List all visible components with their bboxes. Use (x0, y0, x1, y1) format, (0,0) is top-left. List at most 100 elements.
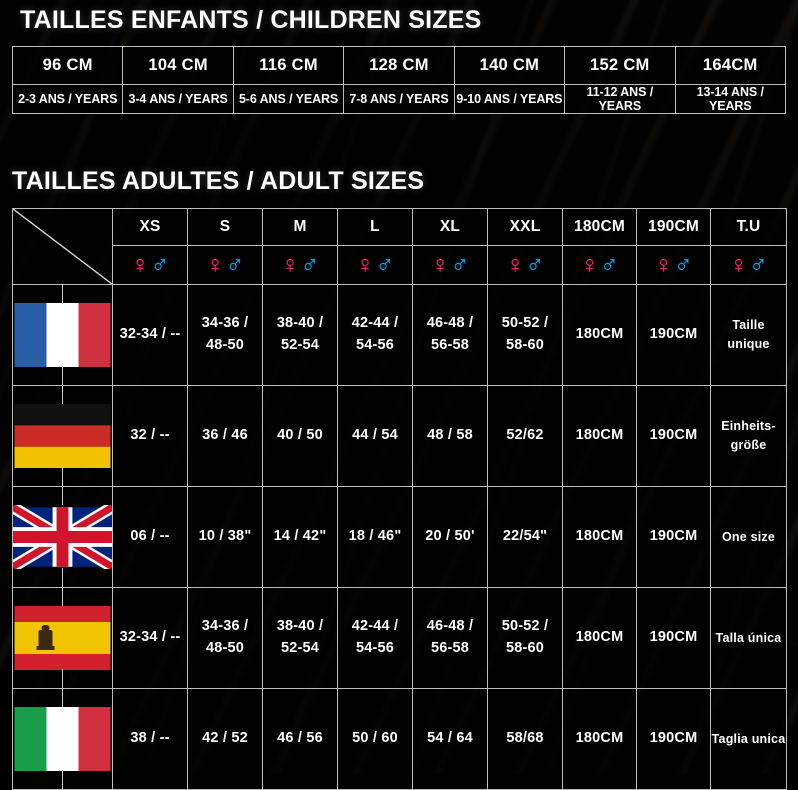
male-symbol-icon: ♂ (525, 250, 545, 279)
size-value-cell: 190CM (636, 385, 711, 487)
gender-symbol-cell: ♀ ♂ (487, 245, 563, 285)
children-age-cell: 5-6 ANS / YEARS (232, 84, 345, 114)
size-value-cell: 38-40 / 52-54 (262, 284, 338, 386)
diagonal-corner-cell (12, 208, 113, 285)
size-value-cell: 40 / 50 (262, 385, 338, 487)
children-age-cell: 11-12 ANS / YEARS (564, 84, 676, 114)
size-value-cell: 180CM (562, 284, 637, 386)
children-age-cell: 2-3 ANS / YEARS (11, 84, 124, 114)
size-value-cell: 48 / 58 (412, 385, 488, 487)
size-value-cell: 36 / 46 (187, 385, 263, 487)
size-value-cell: 190CM (636, 284, 711, 386)
table-row-children-sizes: 96 CM 104 CM 116 CM 128 CM 140 CM 152 CM… (11, 46, 787, 85)
flag-italy-icon (13, 688, 112, 789)
female-symbol-icon: ♀ (580, 250, 599, 279)
size-value-cell: 10 / 38" (187, 486, 263, 588)
size-value-cell: 190CM (636, 587, 711, 689)
one-size-cell: Taglia unica (710, 688, 787, 790)
gender-symbol-cell: ♀ ♂ (412, 245, 488, 285)
country-flag-cell (12, 284, 113, 386)
female-symbol-icon: ♀ (505, 250, 525, 279)
size-value-cell: 180CM (562, 587, 637, 689)
gender-symbol-cell: ♀ ♂ (636, 245, 711, 285)
adult-size-header: M (262, 208, 338, 246)
female-symbol-icon: ♀ (729, 250, 748, 279)
country-flag-cell (12, 587, 113, 689)
children-age-cell: 3-4 ANS / YEARS (122, 84, 234, 114)
size-value-cell: 38-40 / 52-54 (262, 587, 338, 689)
male-symbol-icon: ♂ (674, 250, 693, 279)
table-row: 32-34 / -- 34-36 / 48-50 38-40 / 52-54 4… (12, 587, 787, 689)
children-age-cell: 9-10 ANS / YEARS (453, 84, 566, 114)
flag-spain-icon (13, 587, 112, 688)
size-value-cell: 18 / 46" (337, 486, 413, 588)
size-value-cell: 50 / 60 (337, 688, 413, 790)
one-size-cell: Einheits- größe (710, 385, 787, 487)
adult-size-header: T.U (710, 208, 787, 246)
female-symbol-icon: ♀ (130, 250, 150, 279)
adult-size-header: XS (112, 208, 188, 246)
size-value-cell: 32-34 / -- (112, 284, 188, 386)
adult-sizes-title: TAILLES ADULTES / ADULT SIZES (12, 167, 425, 195)
children-size-cell: 164CM (674, 46, 787, 85)
size-value-cell: 14 / 42" (262, 486, 338, 588)
adult-size-header: S (187, 208, 263, 246)
size-value-cell: 46-48 / 56-58 (412, 284, 488, 386)
size-value-cell: 180CM (562, 385, 637, 487)
adult-size-header: L (337, 208, 413, 246)
children-sizes-title: TAILLES ENFANTS / CHILDREN SIZES (20, 6, 482, 34)
children-sizes-table: 96 CM 104 CM 116 CM 128 CM 140 CM 152 CM… (11, 46, 787, 114)
size-value-cell: 42-44 / 54-56 (337, 284, 413, 386)
country-flag-cell (12, 688, 113, 790)
male-symbol-icon: ♂ (450, 250, 470, 279)
size-value-cell: 06 / -- (112, 486, 188, 588)
adult-size-header: XXL (487, 208, 563, 246)
flag-france-icon (13, 284, 112, 385)
gender-symbol-cell: ♀ ♂ (337, 245, 413, 285)
one-size-cell: Taille unique (710, 284, 787, 386)
table-row-adult-size-headers: XS S M L XL XXL 180CM 190CM T.U (12, 208, 787, 285)
children-age-cell: 7-8 ANS / YEARS (343, 84, 455, 114)
size-value-cell: 34-36 / 48-50 (187, 587, 263, 689)
children-size-cell: 116 CM (232, 46, 345, 85)
one-size-cell: Talla única (710, 587, 787, 689)
male-symbol-icon: ♂ (375, 250, 395, 279)
table-row: 38 / -- 42 / 52 46 / 56 50 / 60 54 / 64 … (12, 688, 787, 790)
children-size-cell: 140 CM (453, 46, 566, 85)
children-size-cell: 96 CM (11, 46, 124, 85)
adult-size-header: XL (412, 208, 488, 246)
female-symbol-icon: ♀ (654, 250, 673, 279)
size-value-cell: 180CM (562, 486, 637, 588)
size-value-cell: 44 / 54 (337, 385, 413, 487)
female-symbol-icon: ♀ (430, 250, 450, 279)
size-value-cell: 190CM (636, 688, 711, 790)
male-symbol-icon: ♂ (150, 250, 170, 279)
gender-symbol-cell: ♀ ♂ (710, 245, 787, 285)
adult-size-header: 180CM (562, 208, 637, 246)
adult-size-header: 190CM (636, 208, 711, 246)
diagonal-slash-icon (13, 209, 112, 284)
flag-germany-icon (13, 385, 112, 486)
male-symbol-icon: ♂ (749, 250, 768, 279)
size-value-cell: 180CM (562, 688, 637, 790)
table-row: 06 / -- 10 / 38" 14 / 42" 18 / 46" 20 / … (12, 486, 787, 588)
female-symbol-icon: ♀ (355, 250, 375, 279)
size-value-cell: 58/68 (487, 688, 563, 790)
size-chart-page: TAILLES ENFANTS / CHILDREN SIZES 96 CM 1… (11, 6, 787, 790)
children-size-cell: 104 CM (122, 46, 234, 85)
female-symbol-icon: ♀ (280, 250, 300, 279)
size-value-cell: 52/62 (487, 385, 563, 487)
male-symbol-icon: ♂ (300, 250, 320, 279)
flag-united-kingdom-icon (13, 486, 112, 587)
size-value-cell: 50-52 / 58-60 (487, 587, 563, 689)
one-size-cell: One size (710, 486, 787, 588)
size-value-cell: 20 / 50' (412, 486, 488, 588)
female-symbol-icon: ♀ (205, 250, 225, 279)
gender-symbol-cell: ♀ ♂ (262, 245, 338, 285)
table-row: 32-34 / -- 34-36 / 48-50 38-40 / 52-54 4… (12, 284, 787, 386)
size-value-cell: 34-36 / 48-50 (187, 284, 263, 386)
size-value-cell: 50-52 / 58-60 (487, 284, 563, 386)
children-size-cell: 128 CM (343, 46, 455, 85)
size-value-cell: 46 / 56 (262, 688, 338, 790)
size-value-cell: 32 / -- (112, 385, 188, 487)
